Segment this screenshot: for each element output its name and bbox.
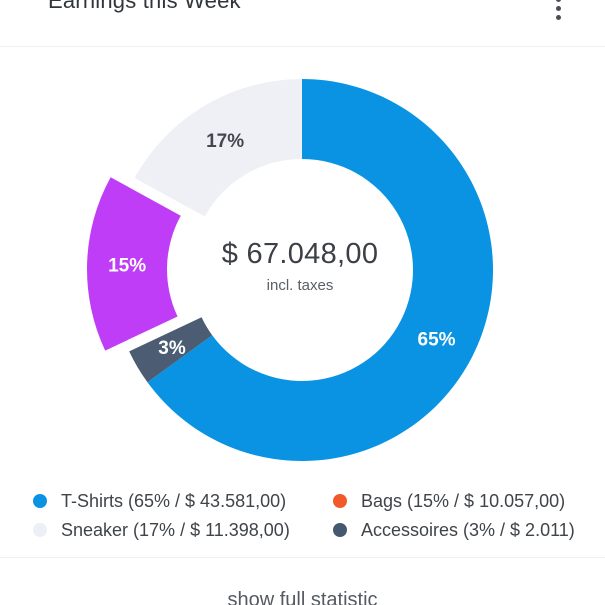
- legend-label-bags: Bags (15% / $ 10.057,00): [361, 490, 566, 511]
- donut-label-accessoires: 3%: [158, 338, 186, 359]
- footer-divider: [0, 557, 605, 558]
- donut-label-t-shirts: 65%: [418, 330, 456, 351]
- chart-center-summary: $ 67.048,00 incl. taxes: [150, 238, 450, 294]
- donut-label-sneaker: 17%: [206, 131, 244, 152]
- legend-item-accessoires[interactable]: Accessoires (3% / $ 2.011): [333, 517, 575, 543]
- donut-slice-sneaker[interactable]: [134, 79, 302, 217]
- legend-item-sneaker[interactable]: Sneaker (17% / $ 11.398,00): [33, 517, 290, 543]
- more-vertical-icon[interactable]: [550, 0, 568, 22]
- donut-chart: 65% 3% 15% 17%: [0, 46, 605, 476]
- card-header: Earnings this Week: [0, 0, 605, 47]
- legend-item-tshirts[interactable]: T-Shirts (65% / $ 43.581,00): [33, 488, 286, 514]
- donut-slice-t-shirts[interactable]: [147, 79, 493, 461]
- legend-item-bags[interactable]: Bags (15% / $ 10.057,00): [333, 488, 565, 514]
- legend-label-accessoires: Accessoires (3% / $ 2.011): [361, 519, 575, 540]
- legend-dot-bags: [333, 494, 347, 508]
- donut-slice-bags[interactable]: [87, 177, 181, 351]
- total-earnings: $ 67.048,00: [221, 238, 379, 270]
- legend-dot-accessoires: [333, 523, 347, 537]
- card-title: Earnings this Week: [48, 0, 241, 13]
- legend-dot-tshirts: [33, 494, 47, 508]
- donut-label-bags: 15%: [108, 256, 146, 277]
- donut-chart-svg: 65% 3% 15% 17%: [87, 79, 493, 461]
- legend-label-sneaker: Sneaker (17% / $ 11.398,00): [61, 519, 290, 540]
- legend-dot-sneaker: [33, 523, 47, 537]
- donut-slice-accessoires[interactable]: [129, 317, 213, 383]
- tax-note: incl. taxes: [266, 277, 334, 294]
- legend-label-tshirts: T-Shirts (65% / $ 43.581,00): [61, 490, 287, 511]
- chart-legend: T-Shirts (65% / $ 43.581,00) Bags (15% /…: [0, 486, 605, 546]
- show-full-statistic-link[interactable]: show full statistic: [227, 589, 378, 605]
